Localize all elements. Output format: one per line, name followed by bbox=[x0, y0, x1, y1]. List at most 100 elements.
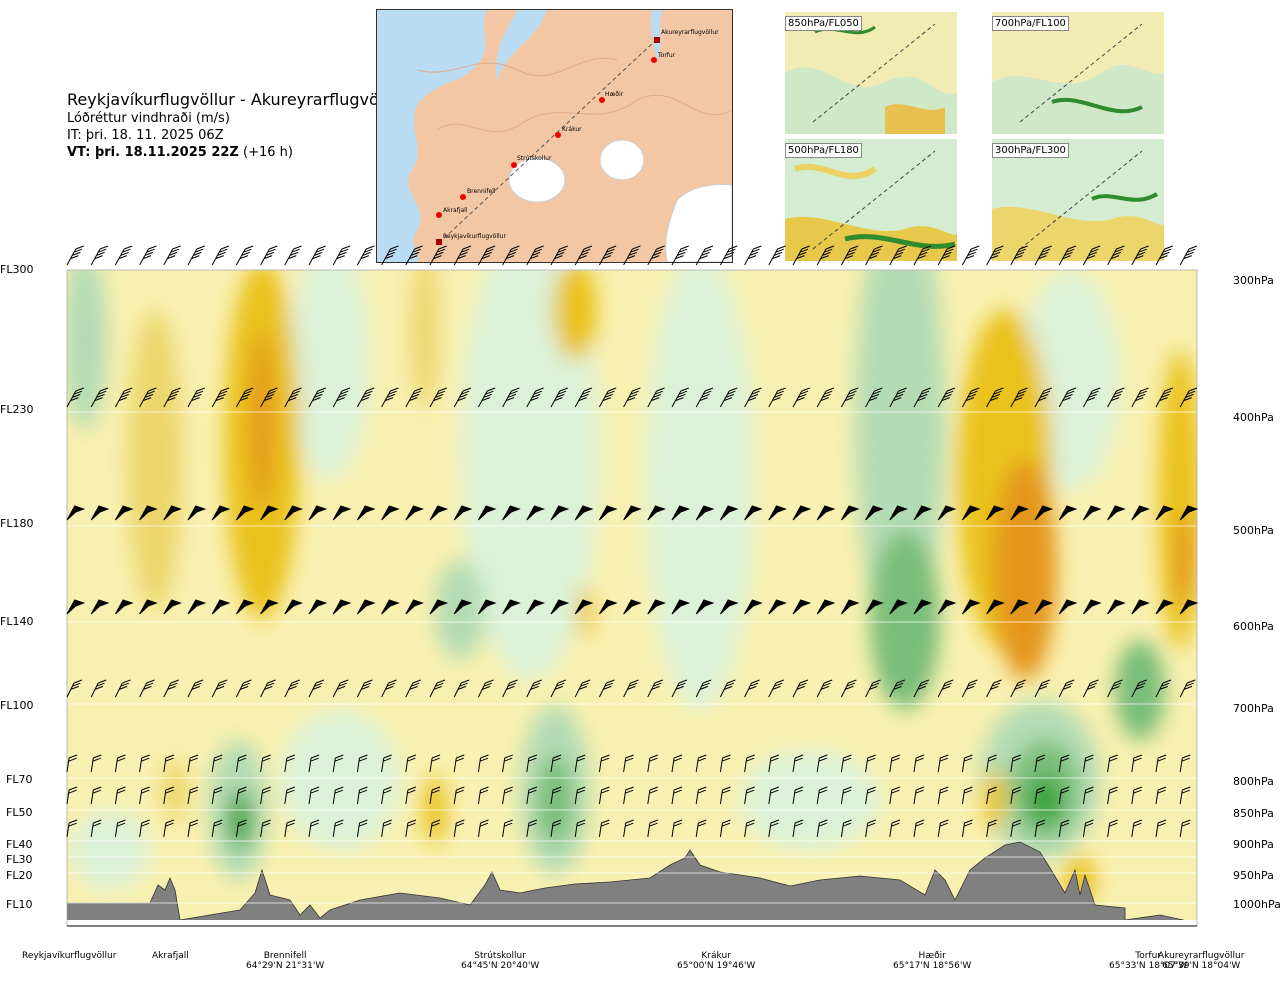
wind-barb bbox=[502, 387, 520, 408]
wind-barb bbox=[163, 387, 181, 408]
wind-barb bbox=[937, 599, 957, 615]
loc-haedir-name: Hæðir bbox=[918, 951, 946, 961]
wind-barb bbox=[913, 819, 925, 838]
wind-barb bbox=[502, 819, 513, 838]
wind-barb bbox=[163, 679, 179, 698]
wind-barb bbox=[719, 599, 739, 615]
wind-barb bbox=[1131, 754, 1143, 773]
hpa-label-1000: 1000hPa bbox=[1233, 898, 1280, 911]
loc-akureyri-name: Akureyrarflugvöllur bbox=[1158, 951, 1245, 961]
wind-barb bbox=[647, 819, 659, 838]
wind-barb bbox=[284, 245, 302, 266]
wind-barb bbox=[961, 245, 980, 266]
wind-barb bbox=[986, 786, 997, 805]
loc-akrafjall-name: Akrafjall bbox=[152, 951, 189, 961]
wind-barb bbox=[1179, 387, 1198, 408]
wind-barb bbox=[526, 754, 538, 773]
wind-barb bbox=[695, 786, 707, 805]
wind-barb bbox=[1034, 679, 1051, 698]
wind-barb bbox=[211, 819, 223, 838]
wind-barb bbox=[986, 754, 997, 773]
panel-500-label: 500hPa/FL180 bbox=[785, 143, 862, 158]
wind-barb bbox=[598, 786, 610, 805]
wind-barb bbox=[1034, 387, 1052, 408]
wind-barb bbox=[865, 679, 881, 698]
wind-barb bbox=[1010, 679, 1026, 698]
wind-barb bbox=[1034, 505, 1054, 521]
wind-barb bbox=[284, 505, 303, 521]
wind-barb bbox=[647, 786, 659, 805]
wind-barb bbox=[695, 754, 707, 773]
wind-barb bbox=[405, 819, 417, 838]
wind-barb bbox=[211, 786, 223, 805]
panel-700-map bbox=[992, 12, 1164, 134]
wind-barb bbox=[1107, 819, 1118, 838]
wind-barb bbox=[574, 387, 593, 408]
wind-barb bbox=[235, 819, 247, 838]
wind-barb bbox=[913, 786, 925, 805]
loc-torfur-name: Torfur bbox=[1135, 951, 1161, 961]
wind-barb bbox=[986, 599, 1005, 615]
panel-700[interactable]: 700hPa/FL100 bbox=[992, 12, 1164, 134]
wind-barb bbox=[260, 819, 271, 838]
panel-300[interactable]: 300hPa/FL300 bbox=[992, 139, 1164, 261]
wind-barb bbox=[744, 599, 763, 615]
wind-barb bbox=[574, 819, 586, 838]
wind-barb bbox=[477, 599, 497, 615]
wind-barb bbox=[961, 679, 978, 698]
wind-barb bbox=[550, 786, 562, 805]
fl-label-180: FL180 bbox=[0, 517, 34, 530]
wind-barb bbox=[986, 819, 997, 838]
wind-barb bbox=[429, 679, 446, 698]
wind-barb bbox=[574, 679, 591, 698]
wind-barb bbox=[187, 387, 205, 408]
wind-barb bbox=[405, 679, 421, 698]
wind-barb bbox=[913, 679, 930, 698]
wind-barb bbox=[429, 599, 449, 615]
wind-barb bbox=[598, 754, 610, 773]
wind-barb bbox=[865, 387, 883, 408]
wind-barb bbox=[502, 599, 521, 615]
wind-barb bbox=[235, 387, 254, 408]
wind-barb bbox=[768, 819, 780, 838]
wind-barb bbox=[840, 786, 852, 805]
loc-krakur-name: Krákur bbox=[701, 951, 731, 961]
wind-barb bbox=[961, 387, 980, 408]
wind-barb bbox=[986, 505, 1005, 521]
wind-barb bbox=[356, 786, 368, 805]
wind-barb bbox=[187, 245, 205, 266]
wind-barb bbox=[744, 819, 755, 838]
wind-barb bbox=[139, 754, 150, 773]
wind-barb bbox=[889, 599, 908, 615]
wind-barb bbox=[961, 786, 973, 805]
wind-barb bbox=[695, 505, 715, 521]
wind-barb bbox=[719, 786, 731, 805]
wind-barb bbox=[937, 819, 949, 838]
wind-barb bbox=[1179, 819, 1191, 838]
wind-barb bbox=[816, 387, 835, 408]
wind-barb bbox=[623, 786, 634, 805]
wind-barb bbox=[477, 786, 489, 805]
wind-barb bbox=[1179, 754, 1191, 773]
wind-barb bbox=[114, 245, 133, 266]
hpa-label-850: 850hPa bbox=[1233, 807, 1274, 820]
wind-barb bbox=[671, 599, 691, 615]
wind-barb bbox=[308, 754, 320, 773]
wind-barb bbox=[308, 505, 328, 521]
panel-850[interactable]: 850hPa/FL050 bbox=[785, 12, 957, 134]
wind-barb bbox=[1131, 599, 1150, 615]
wind-barb bbox=[114, 819, 126, 838]
wind-barb bbox=[381, 599, 400, 615]
wind-barb bbox=[598, 679, 615, 698]
wind-barb bbox=[381, 387, 399, 408]
wind-barb bbox=[889, 786, 901, 805]
panel-500[interactable]: 500hPa/FL180 bbox=[785, 139, 957, 261]
wind-barb bbox=[284, 819, 296, 838]
field-subtitle: Lóðréttur vindhraði (m/s) bbox=[67, 111, 230, 126]
loc-strutskollur-name: Strútskollur bbox=[474, 951, 526, 961]
wind-barb bbox=[260, 245, 278, 266]
wind-barb bbox=[1155, 754, 1167, 773]
map-label-1: Torfur bbox=[657, 52, 676, 59]
wind-barb bbox=[1179, 245, 1198, 266]
wind-barb bbox=[308, 786, 320, 805]
